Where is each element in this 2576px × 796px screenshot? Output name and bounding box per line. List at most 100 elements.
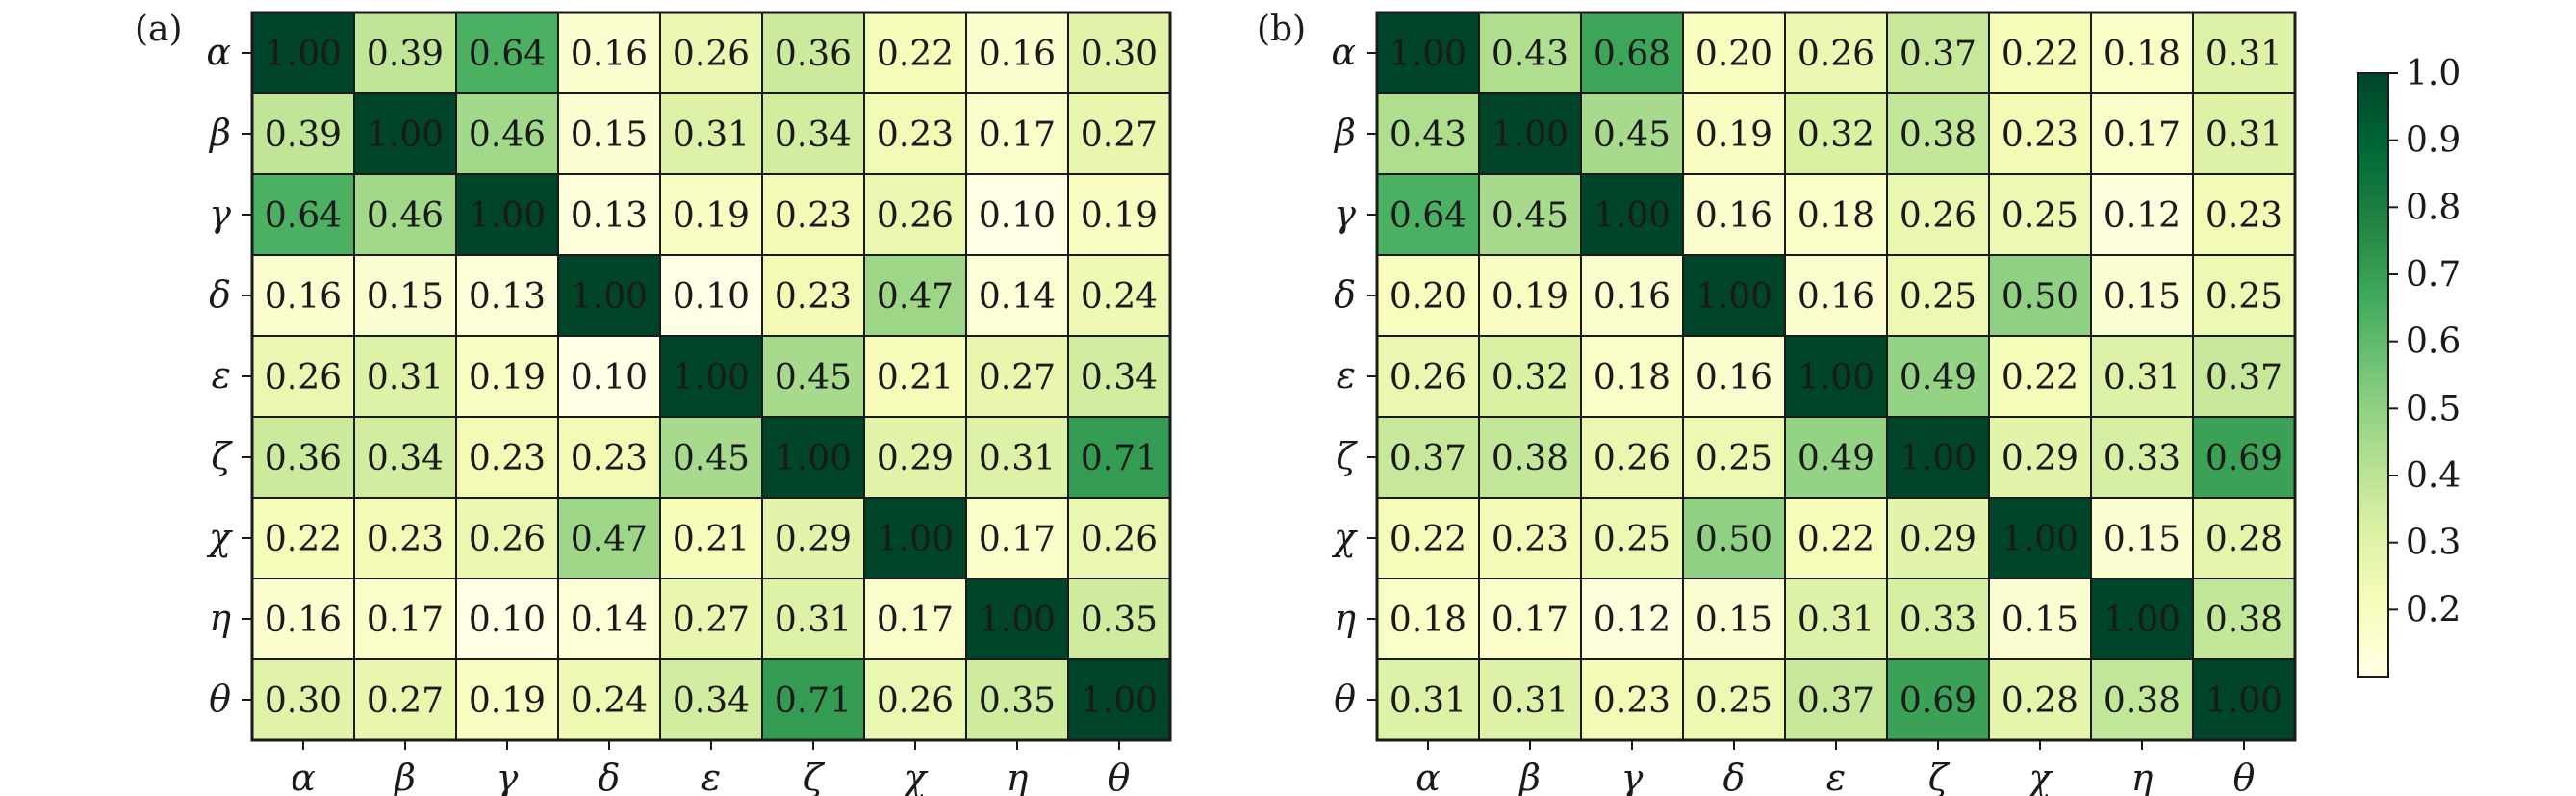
heatmap-cell — [1067, 92, 1171, 175]
heatmap-cell — [455, 658, 559, 741]
heatmap-cell — [1784, 416, 1888, 499]
cell-value-label: 0.19 — [1696, 116, 1773, 155]
cell-value-label: 0.19 — [673, 196, 750, 236]
heatmap-cell — [455, 335, 559, 418]
heatmap-cell — [863, 92, 967, 175]
y-tick-label: β — [1333, 112, 1356, 154]
cell-value-label: 0.15 — [571, 116, 648, 155]
cell-value-label: 0.15 — [1696, 601, 1773, 640]
cell-value-label: 0.71 — [775, 681, 852, 721]
heatmap-cell — [659, 173, 763, 256]
heatmap-cell — [761, 335, 865, 418]
cell-value-label: 0.20 — [1390, 277, 1467, 317]
cell-value-label: 0.26 — [1081, 520, 1158, 559]
cell-value-label: 0.23 — [2002, 116, 2079, 155]
heatmap-cell — [863, 658, 967, 741]
cell-value-label: 0.35 — [979, 681, 1056, 721]
heatmap-cell — [1478, 497, 1582, 579]
heatmap-cell — [1376, 335, 1480, 418]
panel-label: (a) — [135, 10, 183, 49]
cell-value-label: 0.49 — [1798, 439, 1875, 478]
y-tick-label: θ — [1334, 678, 1356, 720]
heatmap-cell — [557, 254, 661, 337]
heatmap-cell — [557, 173, 661, 256]
cell-value-label: 0.14 — [979, 277, 1056, 317]
cell-value-label: 1.00 — [1798, 358, 1875, 398]
heatmap-cell — [353, 12, 457, 94]
heatmap-cell — [1580, 578, 1684, 660]
cell-value-label: 0.31 — [673, 116, 750, 155]
y-tick-label: θ — [209, 678, 231, 720]
cell-value-label: 0.15 — [2002, 601, 2079, 640]
cell-value-label: 1.00 — [979, 601, 1056, 640]
cell-value-label: 0.23 — [775, 196, 852, 236]
heatmap-cell — [1682, 173, 1786, 256]
cell-value-label: 0.10 — [979, 196, 1056, 236]
cell-value-label: 0.64 — [265, 196, 342, 236]
cell-value-label: 0.25 — [1696, 681, 1773, 721]
cell-value-label: 0.19 — [469, 681, 546, 721]
cell-value-label: 0.16 — [1696, 196, 1773, 236]
panel-label: (b) — [1257, 10, 1306, 49]
cell-value-label: 0.64 — [1390, 196, 1467, 236]
x-tick-label: δ — [599, 757, 621, 796]
heatmap-cell — [863, 578, 967, 660]
heatmap-cell — [1067, 173, 1171, 256]
y-tick-label: ζ — [1336, 435, 1358, 477]
y-tick-label: η — [1334, 597, 1356, 639]
colorbar: 1.0 0.9 0.8 0.7 0.6 0.5 0.4 0.3 0.2 — [2357, 54, 2461, 678]
heatmap-cell — [1580, 658, 1684, 741]
cell-value-label: 0.38 — [2104, 681, 2181, 721]
heatmap-cell — [761, 578, 865, 660]
heatmap-cell — [2090, 92, 2194, 175]
y-tick-label: η — [209, 597, 231, 639]
cell-value-label: 1.00 — [2104, 601, 2181, 640]
heatmap-cell — [1682, 254, 1786, 337]
cell-value-label: 0.31 — [775, 601, 852, 640]
heatmap-cell — [251, 497, 355, 579]
cell-value-label: 0.23 — [571, 439, 648, 478]
colorbar-tick-label: 0.7 — [2406, 255, 2461, 295]
cell-value-label: 0.36 — [775, 35, 852, 74]
cell-value-label: 0.69 — [1900, 681, 1977, 721]
cell-value-label: 1.00 — [2002, 520, 2079, 559]
cell-value-label: 0.31 — [2104, 358, 2181, 398]
cell-value-label: 0.26 — [1390, 358, 1467, 398]
cell-value-label: 1.00 — [1492, 116, 1569, 155]
cell-value-label: 0.29 — [1900, 520, 1977, 559]
y-tick-label: δ — [209, 273, 231, 316]
cell-value-label: 0.37 — [2206, 358, 2283, 398]
cell-value-label: 0.16 — [265, 601, 342, 640]
cell-value-label: 0.10 — [673, 277, 750, 317]
heatmap-cell — [251, 658, 355, 741]
cell-value-label: 0.35 — [1081, 601, 1158, 640]
cell-value-label: 0.26 — [265, 358, 342, 398]
cell-value-label: 0.12 — [2104, 196, 2181, 236]
heatmap-cell — [1580, 497, 1684, 579]
x-tick-label: θ — [2233, 757, 2256, 796]
cell-value-label: 0.18 — [1798, 196, 1875, 236]
y-tick-label: γ — [1334, 193, 1356, 235]
cell-value-label: 0.23 — [775, 277, 852, 317]
cell-value-label: 0.27 — [979, 358, 1056, 398]
cell-value-label: 0.18 — [1390, 601, 1467, 640]
heatmap-cell — [659, 578, 763, 660]
cell-value-label: 1.00 — [2206, 681, 2283, 721]
cell-value-label: 0.15 — [2104, 277, 2181, 317]
cell-value-label: 0.18 — [2104, 35, 2181, 74]
cell-value-label: 0.16 — [571, 35, 648, 74]
cell-value-label: 0.26 — [1900, 196, 1977, 236]
heatmap-cell — [1376, 658, 1480, 741]
x-tick-label: α — [1416, 757, 1441, 796]
cell-value-label: 0.26 — [1594, 439, 1671, 478]
cell-value-label: 0.32 — [1798, 116, 1875, 155]
heatmap-cell — [2090, 578, 2194, 660]
x-tick-label: ε — [701, 757, 721, 796]
cell-value-label: 0.18 — [1594, 358, 1671, 398]
heatmap-cell — [1478, 658, 1582, 741]
cell-value-label: 0.47 — [877, 277, 954, 317]
heatmap-cell — [557, 658, 661, 741]
x-tick-label: η — [2131, 757, 2154, 796]
heatmap-cell — [1682, 335, 1786, 418]
heatmap-cell — [1580, 92, 1684, 175]
